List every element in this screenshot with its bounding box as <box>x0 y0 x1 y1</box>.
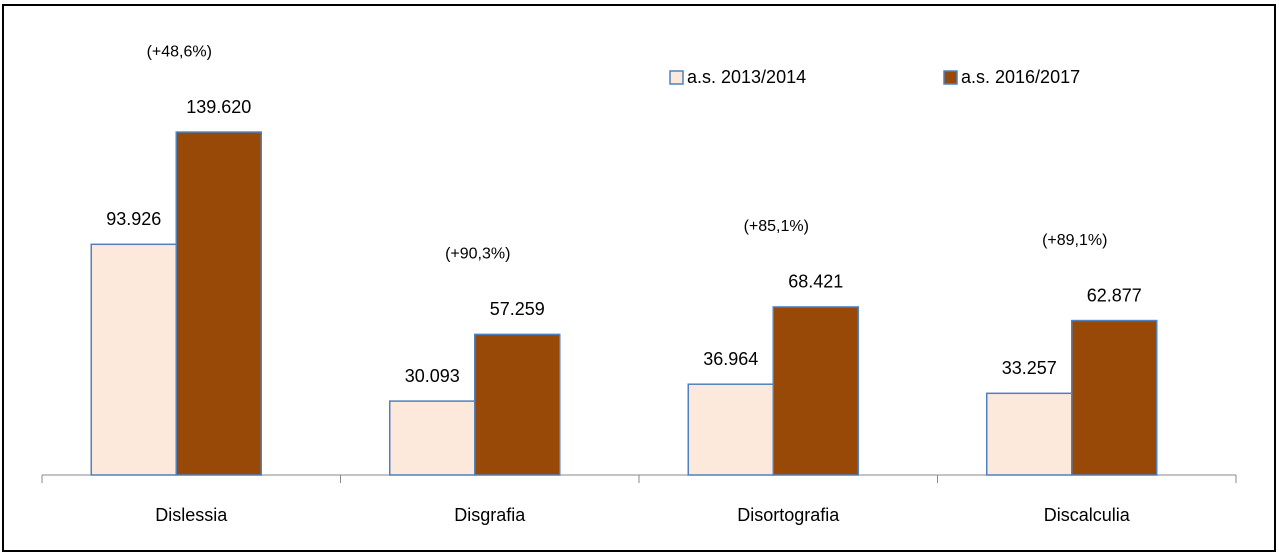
x-tick-label: Discalculia <box>1044 505 1131 525</box>
annotation: (+48,6%) <box>147 43 212 60</box>
x-tick-label: Disgrafia <box>454 505 526 525</box>
data-label: 33.257 <box>1002 358 1057 378</box>
annotation: (+90,3%) <box>445 246 510 263</box>
data-label: 57.259 <box>490 299 545 319</box>
bar <box>1071 319 1158 476</box>
bar <box>175 131 262 476</box>
bar <box>389 400 476 476</box>
bar <box>986 392 1073 476</box>
legend-swatch <box>943 70 958 85</box>
x-tick-label: Dislessia <box>155 505 228 525</box>
x-tick-label: Disortografia <box>737 505 840 525</box>
data-label: 36.964 <box>703 349 758 369</box>
annotation: (+85,1%) <box>744 218 809 235</box>
data-label: 68.421 <box>788 272 843 292</box>
legend-label: a.s. 2013/2014 <box>687 67 806 87</box>
bar <box>474 333 561 476</box>
annotation: (+89,1%) <box>1042 232 1107 249</box>
bar <box>90 243 177 476</box>
data-label: 139.620 <box>186 97 251 117</box>
data-label: 62.877 <box>1087 285 1142 305</box>
bar <box>687 383 774 476</box>
data-label: 93.926 <box>106 209 161 229</box>
legend-swatch <box>669 70 684 85</box>
bar <box>772 306 859 476</box>
legend-label: a.s. 2016/2017 <box>961 67 1080 87</box>
data-label: 30.093 <box>405 366 460 386</box>
